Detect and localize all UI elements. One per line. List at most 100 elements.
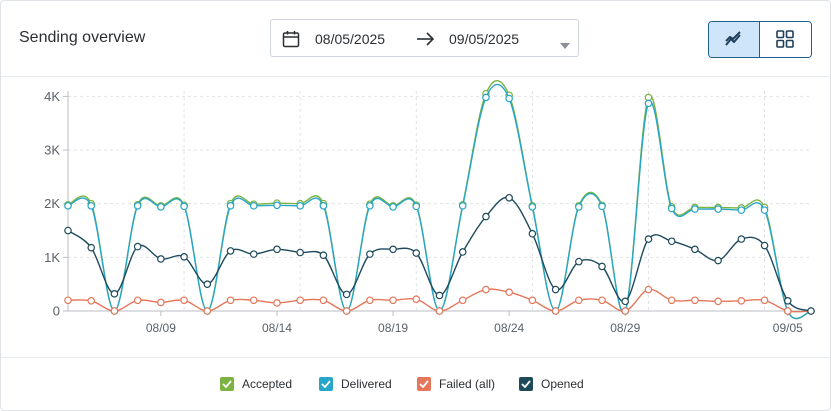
legend-label: Failed (all) [439, 377, 496, 391]
data-point-delivered [714, 205, 722, 213]
data-point-delivered [412, 202, 421, 211]
data-point-failed-all [528, 296, 537, 305]
check-icon [521, 380, 531, 388]
data-point-opened [760, 241, 769, 250]
x-tick-label: 08/24 [494, 321, 524, 335]
data-point-opened [807, 307, 815, 315]
series-line-delivered [67, 83, 812, 320]
start-date-input[interactable]: 08/05/2025 [315, 31, 386, 47]
grid-view-button[interactable] [760, 22, 811, 57]
x-tick-label: 08/09 [146, 321, 176, 335]
check-icon [321, 380, 331, 388]
data-point-delivered [296, 202, 304, 210]
x-tick-label: 08/19 [378, 321, 408, 335]
data-point-failed-all [366, 296, 374, 305]
chevron-down-icon[interactable] [560, 36, 570, 54]
data-point-opened [667, 237, 676, 246]
data-point-opened [342, 290, 351, 299]
data-point-failed-all [389, 296, 397, 305]
data-point-failed-all [575, 296, 583, 305]
calendar-icon [282, 30, 300, 53]
data-point-failed-all [296, 296, 304, 305]
data-point-opened [458, 248, 467, 256]
data-point-failed-all [783, 307, 792, 315]
data-point-failed-all [133, 296, 142, 305]
check-icon [419, 380, 429, 388]
legend-checkbox-accepted[interactable] [220, 377, 234, 391]
legend-label: Accepted [242, 377, 293, 391]
data-point-delivered [64, 202, 72, 210]
data-point-opened [528, 229, 537, 238]
data-point-failed-all [319, 296, 328, 305]
data-point-failed-all [226, 296, 235, 305]
data-point-opened [273, 245, 281, 254]
legend-label: Delivered [341, 377, 392, 391]
data-point-opened [691, 245, 699, 254]
data-point-failed-all [551, 307, 560, 315]
end-date-input[interactable]: 09/05/2025 [449, 31, 520, 47]
data-point-opened [783, 297, 792, 305]
data-point-failed-all [644, 285, 653, 294]
data-point-delivered [319, 202, 328, 210]
data-point-failed-all [482, 285, 490, 294]
legend-footer: Accepted Delivered Failed (all) Opened [1, 357, 830, 411]
date-range-picker[interactable]: 08/05/2025 09/05/2025 [270, 19, 579, 57]
data-point-opened [482, 212, 490, 221]
data-point-delivered [249, 202, 258, 210]
data-point-failed-all [760, 296, 769, 305]
data-point-delivered [389, 203, 397, 211]
data-point-opened [87, 243, 96, 252]
data-point-opened [203, 280, 212, 288]
legend-label: Opened [541, 377, 584, 391]
x-tick-label: 09/05 [773, 321, 803, 335]
data-point-delivered [273, 201, 281, 210]
y-tick-label: 0 [53, 304, 60, 319]
data-point-opened [737, 235, 746, 243]
data-point-delivered [644, 99, 653, 108]
data-point-failed-all [667, 296, 676, 305]
legend-checkbox-opened[interactable] [519, 377, 533, 391]
data-point-opened [598, 262, 606, 271]
check-icon [222, 380, 232, 388]
data-point-failed-all [412, 295, 421, 303]
data-point-delivered [691, 205, 699, 213]
data-point-opened [133, 242, 142, 251]
arrow-right-icon [416, 31, 436, 52]
data-point-delivered [505, 94, 513, 103]
data-point-delivered [760, 206, 769, 214]
page-title: Sending overview [19, 29, 146, 46]
data-point-opened [110, 290, 119, 298]
data-point-opened [551, 285, 560, 294]
line-view-button[interactable] [709, 22, 760, 57]
data-point-failed-all [621, 307, 630, 315]
card-header: Sending overview 08/05/2025 09/05/2025 [1, 1, 830, 77]
data-point-failed-all [273, 299, 281, 307]
legend-checkbox-failed-all[interactable] [417, 377, 431, 391]
data-point-failed-all [505, 288, 513, 297]
data-point-opened [644, 235, 653, 243]
data-point-failed-all [458, 296, 467, 305]
line-chart: 0 1K 2K 3K 4K 08/09 08/14 08/19 08/24 08/29 09/05 [44, 79, 815, 335]
chart-area: 0 1K 2K 3K 4K 08/09 08/14 08/19 08/24 08/29 09/05 [1, 77, 830, 357]
chart-legend: Accepted Delivered Failed (all) Opened [1, 376, 830, 394]
data-point-opened [505, 193, 513, 202]
data-point-failed-all [180, 296, 188, 305]
data-point-opened [621, 297, 630, 306]
data-point-failed-all [737, 297, 746, 305]
data-point-opened [575, 257, 583, 266]
data-point-opened [714, 256, 722, 265]
data-point-delivered [482, 93, 490, 102]
data-point-opened [157, 255, 165, 263]
data-point-failed-all [691, 296, 699, 305]
data-point-failed-all [714, 297, 722, 306]
legend-checkbox-delivered[interactable] [319, 377, 333, 391]
data-point-opened [226, 247, 235, 255]
data-point-failed-all [598, 296, 606, 305]
data-point-delivered [737, 206, 746, 214]
data-point-opened [180, 253, 188, 261]
data-point-failed-all [435, 307, 444, 315]
x-tick-label: 08/14 [262, 321, 292, 335]
x-tick-label: 08/29 [610, 321, 640, 335]
data-point-delivered [226, 202, 235, 210]
